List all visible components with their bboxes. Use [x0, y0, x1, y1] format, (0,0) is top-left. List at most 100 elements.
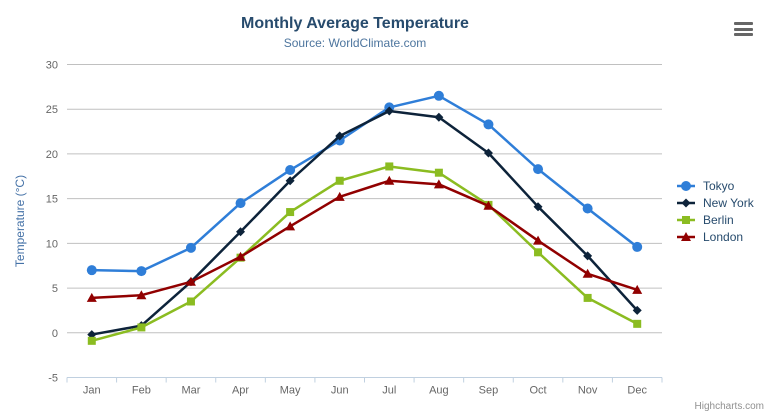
data-point-marker	[681, 198, 691, 207]
data-point-marker	[185, 242, 196, 253]
y-axis-label: 20	[46, 149, 58, 161]
data-point-marker	[385, 162, 394, 171]
data-point-marker	[533, 235, 544, 245]
data-point-marker	[334, 191, 345, 201]
legend-label-new-york: New York	[703, 195, 754, 210]
data-point-marker	[582, 268, 593, 278]
data-point-marker	[235, 251, 246, 261]
data-point-marker	[681, 231, 691, 241]
data-point-marker	[583, 251, 593, 261]
legend-item-london[interactable]: London	[676, 228, 754, 245]
y-axis-label: 5	[52, 283, 58, 295]
y-axis-label: 10	[46, 238, 58, 250]
data-point-marker	[632, 284, 643, 294]
legend-marker-tokyo	[677, 180, 695, 191]
x-axis-label: Aug	[429, 385, 449, 397]
y-axis-label: -5	[48, 373, 58, 385]
x-axis-label: Apr	[232, 385, 249, 397]
x-axis-label: Oct	[529, 385, 546, 397]
data-point-marker	[384, 175, 395, 185]
x-axis-label: Jul	[382, 385, 396, 397]
data-point-marker	[285, 221, 296, 231]
y-axis-label: 30	[46, 60, 58, 72]
series-line-berlin[interactable]	[91, 165, 638, 343]
data-point-marker	[137, 323, 146, 332]
data-point-marker	[682, 215, 690, 224]
x-axis-label: Sep	[479, 385, 499, 397]
data-point-marker	[533, 202, 543, 212]
data-point-marker	[87, 330, 97, 340]
y-axis-label: 25	[46, 104, 58, 116]
legend-label-london: London	[703, 229, 744, 244]
data-point-marker	[87, 336, 96, 345]
data-point-marker	[434, 112, 444, 122]
legend-marker-berlin	[677, 215, 695, 224]
data-point-marker	[86, 292, 97, 302]
data-point-marker	[86, 265, 97, 276]
y-axis-label: 15	[46, 194, 58, 206]
data-point-marker	[483, 148, 493, 158]
x-axis-label: May	[280, 385, 301, 397]
data-point-marker	[632, 241, 643, 252]
data-point-marker	[632, 305, 642, 315]
x-axis-labels: Jan Feb Mar Apr May Jun Jul Aug Sep Oct Nov Dec	[83, 385, 648, 397]
legend-marker-new-york	[677, 198, 695, 207]
series-line-new-york[interactable]	[91, 109, 639, 336]
series-london[interactable]	[86, 175, 643, 302]
series-tokyo[interactable]	[86, 90, 643, 277]
legend: Tokyo New York Berlin London	[676, 177, 754, 245]
legend-label-berlin: Berlin	[703, 212, 734, 227]
data-point-marker	[434, 168, 443, 177]
x-axis-ticks	[66, 377, 663, 383]
data-point-marker	[335, 176, 344, 185]
data-point-marker	[186, 297, 195, 306]
data-point-marker	[633, 319, 642, 328]
data-point-marker	[583, 293, 592, 302]
hamburger-bar	[734, 33, 753, 36]
x-axis-label: Nov	[578, 385, 598, 397]
x-axis-label: Feb	[132, 385, 151, 397]
data-point-marker	[185, 276, 196, 286]
export-menu-button[interactable]	[734, 22, 753, 36]
x-axis-label: Mar	[181, 385, 200, 397]
data-point-marker	[483, 200, 494, 210]
data-point-marker	[681, 180, 691, 191]
legend-marker-london	[677, 231, 695, 241]
data-point-marker	[534, 248, 543, 257]
chart-subtitle: Source: WorldClimate.com	[283, 36, 427, 50]
data-point-marker	[285, 165, 296, 176]
y-axis-title: Temperature (°C)	[13, 175, 27, 267]
data-point-marker	[582, 203, 593, 214]
y-gridlines	[67, 64, 662, 378]
x-axis-label: Jan	[83, 385, 101, 397]
series-line-london[interactable]	[91, 179, 638, 300]
y-axis-labels: -5 0 5 10 15 20 25 30	[46, 60, 58, 385]
x-axis-label: Dec	[627, 385, 647, 397]
data-point-marker	[235, 198, 246, 209]
data-point-marker	[285, 176, 295, 186]
data-point-marker	[533, 164, 544, 175]
series-line-tokyo[interactable]	[91, 94, 638, 273]
data-point-marker	[335, 131, 345, 141]
x-axis-label: Jun	[331, 385, 349, 397]
hamburger-bar	[734, 27, 753, 31]
series-new-york[interactable]	[87, 106, 642, 340]
data-point-marker	[286, 208, 295, 217]
legend-label-tokyo: Tokyo	[703, 178, 735, 193]
legend-item-tokyo[interactable]: Tokyo	[676, 177, 754, 194]
credits-link[interactable]: Highcharts.com	[694, 401, 764, 412]
hamburger-bar	[734, 22, 753, 25]
data-point-marker	[236, 227, 246, 237]
legend-item-new-york[interactable]: New York	[676, 194, 754, 211]
data-point-marker	[433, 90, 444, 101]
legend-item-berlin[interactable]: Berlin	[676, 211, 754, 228]
y-axis-label: 0	[52, 328, 58, 340]
data-point-marker	[384, 106, 394, 116]
chart-title: Monthly Average Temperature	[241, 15, 469, 32]
data-point-marker	[433, 179, 444, 189]
data-point-marker	[136, 290, 147, 300]
data-point-marker	[483, 119, 494, 130]
data-point-marker	[136, 266, 147, 277]
